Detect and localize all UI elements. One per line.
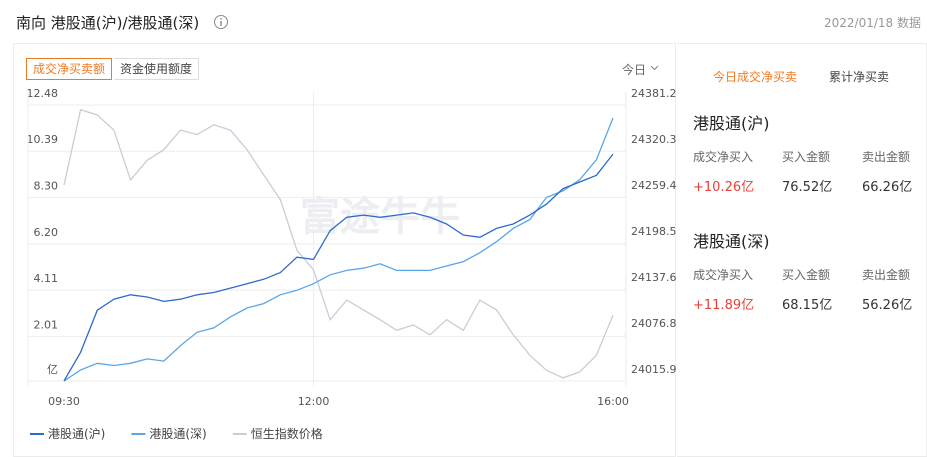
column-value: +10.26亿 xyxy=(693,180,755,195)
column-value: 66.26亿 xyxy=(862,180,913,195)
column-value: 76.52亿 xyxy=(782,180,833,195)
series-line xyxy=(63,117,614,382)
x-tick-label: 16:00 xyxy=(597,395,629,408)
series-line xyxy=(63,153,614,382)
info-icon[interactable] xyxy=(213,14,229,30)
legend-label: 港股通(沪) xyxy=(48,427,105,441)
column-label: 成交净买入 xyxy=(693,150,754,164)
y-tick-label: 4.11 xyxy=(34,272,59,285)
y2-tick-label: 24259.4 xyxy=(631,179,676,192)
column-label: 卖出金额 xyxy=(862,268,911,282)
dropdown-arrow xyxy=(650,65,659,71)
y-tick-label: 8.30 xyxy=(34,179,59,192)
column-label: 卖出金额 xyxy=(862,150,911,164)
column-value: 56.26亿 xyxy=(862,298,913,313)
legend-label: 港股通(深) xyxy=(149,427,206,441)
section-title: 港股通(深) xyxy=(693,232,770,251)
y2-tick-label: 24320.3 xyxy=(631,133,676,146)
y2-tick-label: 24198.5 xyxy=(631,225,676,238)
side-panel xyxy=(677,43,927,457)
series-line xyxy=(63,108,614,379)
y-tick-label: 2.01 xyxy=(34,319,59,332)
page-title: 南向 港股通(沪)/港股通(深) xyxy=(16,14,200,32)
chart: 富途牛牛 亿2.014.116.208.3010.3912.4824015.92… xyxy=(27,87,677,441)
y2-tick-label: 24076.8 xyxy=(631,317,676,330)
column-label: 成交净买入 xyxy=(693,268,754,282)
y2-tick-label: 24381.2 xyxy=(631,87,676,100)
y-tick-label: 12.48 xyxy=(27,87,59,100)
section-title: 港股通(沪) xyxy=(693,114,770,133)
y-tick-label: 10.39 xyxy=(27,133,59,146)
column-value: +11.89亿 xyxy=(693,298,755,313)
tab[interactable]: 资金使用额度 xyxy=(114,58,200,80)
x-tick-label: 12:00 xyxy=(298,395,330,408)
tab-active[interactable]: 成交净买卖额 xyxy=(26,58,113,80)
column-value: 68.15亿 xyxy=(782,298,833,313)
legend-label: 恒生指数价格 xyxy=(251,426,323,441)
side-tab[interactable]: 累计净买卖 xyxy=(829,70,890,84)
y-tick-label: 亿 xyxy=(47,363,58,376)
column-label: 买入金额 xyxy=(782,150,831,164)
x-tick-label: 09:30 xyxy=(48,395,80,408)
side-tab-active[interactable]: 今日成交净买卖 xyxy=(713,70,798,84)
y-tick-label: 6.20 xyxy=(34,226,59,239)
date-label: 2022/01/18 数据 xyxy=(824,16,921,30)
y2-tick-label: 24137.6 xyxy=(631,271,676,284)
column-label: 买入金额 xyxy=(782,268,831,282)
period-select[interactable]: 今日 xyxy=(622,63,647,77)
y2-tick-label: 24015.9 xyxy=(631,363,676,376)
